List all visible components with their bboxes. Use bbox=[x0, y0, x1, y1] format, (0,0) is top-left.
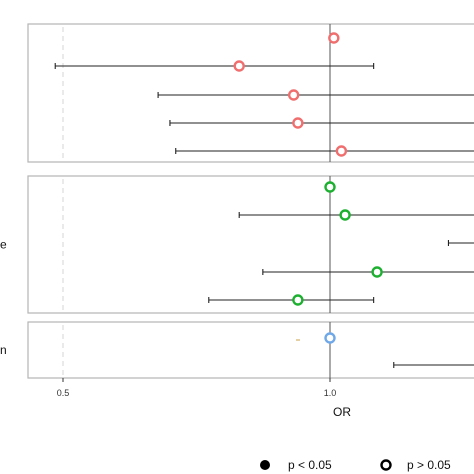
panel-1 bbox=[27, 23, 474, 163]
x-axis: 0.5 1.0 bbox=[57, 378, 337, 398]
legend-label: p > 0.05 bbox=[407, 458, 451, 472]
legend-label: p < 0.05 bbox=[288, 458, 332, 472]
point-estimate bbox=[324, 181, 336, 193]
x-tick-label: 0.5 bbox=[57, 388, 70, 398]
x-tick-label: 1.0 bbox=[324, 388, 337, 398]
point-estimate bbox=[371, 266, 383, 278]
group-label: n bbox=[0, 343, 7, 357]
group-label: e bbox=[0, 238, 7, 252]
panel-2: e bbox=[0, 175, 474, 314]
panels: en bbox=[0, 23, 474, 379]
legend: p < 0.05 p > 0.05 bbox=[260, 458, 451, 472]
legend-open-marker bbox=[380, 459, 392, 471]
point-estimate bbox=[292, 294, 304, 306]
point-estimate bbox=[339, 209, 351, 221]
legend-filled-marker bbox=[260, 460, 270, 470]
x-axis-title: OR bbox=[333, 405, 351, 419]
point-estimate bbox=[328, 32, 340, 44]
panel-3: n bbox=[0, 321, 474, 379]
point-estimate bbox=[287, 89, 300, 101]
point-estimate bbox=[335, 145, 348, 157]
point-estimate bbox=[292, 117, 304, 129]
point-estimate bbox=[233, 60, 245, 72]
panel-frame bbox=[27, 175, 474, 314]
panel-frame bbox=[27, 23, 474, 163]
panel-frame bbox=[27, 321, 474, 379]
point-estimate bbox=[324, 332, 336, 344]
